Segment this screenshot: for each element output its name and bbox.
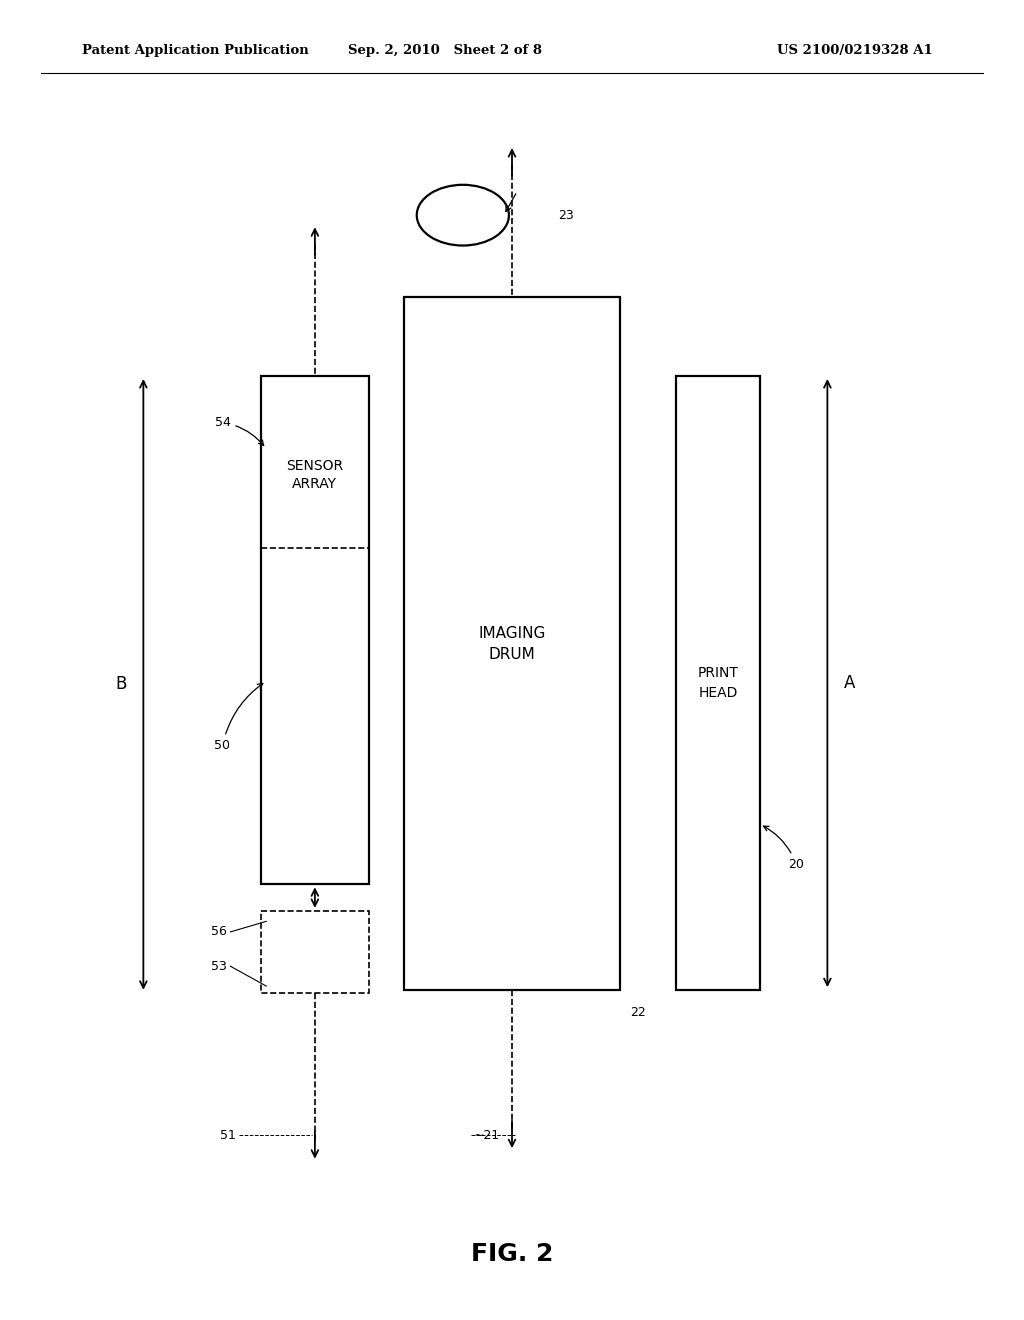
Text: US 2100/0219328 A1: US 2100/0219328 A1 [777, 44, 933, 57]
Text: PRINT
HEAD: PRINT HEAD [697, 667, 738, 700]
Bar [404, 297, 620, 990]
Text: 53: 53 [211, 960, 227, 973]
Text: 20: 20 [764, 826, 805, 871]
Ellipse shape [417, 185, 509, 246]
Text: 56: 56 [211, 925, 227, 939]
Text: B: B [115, 676, 127, 693]
Text: Sep. 2, 2010   Sheet 2 of 8: Sep. 2, 2010 Sheet 2 of 8 [348, 44, 543, 57]
Text: ~21: ~21 [474, 1129, 501, 1142]
Text: A: A [844, 675, 856, 692]
Text: 54: 54 [214, 416, 263, 446]
Text: 22: 22 [630, 1006, 645, 1019]
Text: SENSOR
ARRAY: SENSOR ARRAY [287, 459, 343, 491]
Text: 51: 51 [219, 1129, 236, 1142]
Bar [261, 376, 369, 884]
Text: 23: 23 [558, 209, 573, 222]
Text: FIG. 2: FIG. 2 [471, 1242, 553, 1266]
Bar [261, 911, 369, 993]
Bar [676, 376, 760, 990]
Text: Patent Application Publication: Patent Application Publication [82, 44, 308, 57]
Text: 50: 50 [214, 684, 263, 752]
Text: IMAGING
DRUM: IMAGING DRUM [478, 626, 546, 661]
